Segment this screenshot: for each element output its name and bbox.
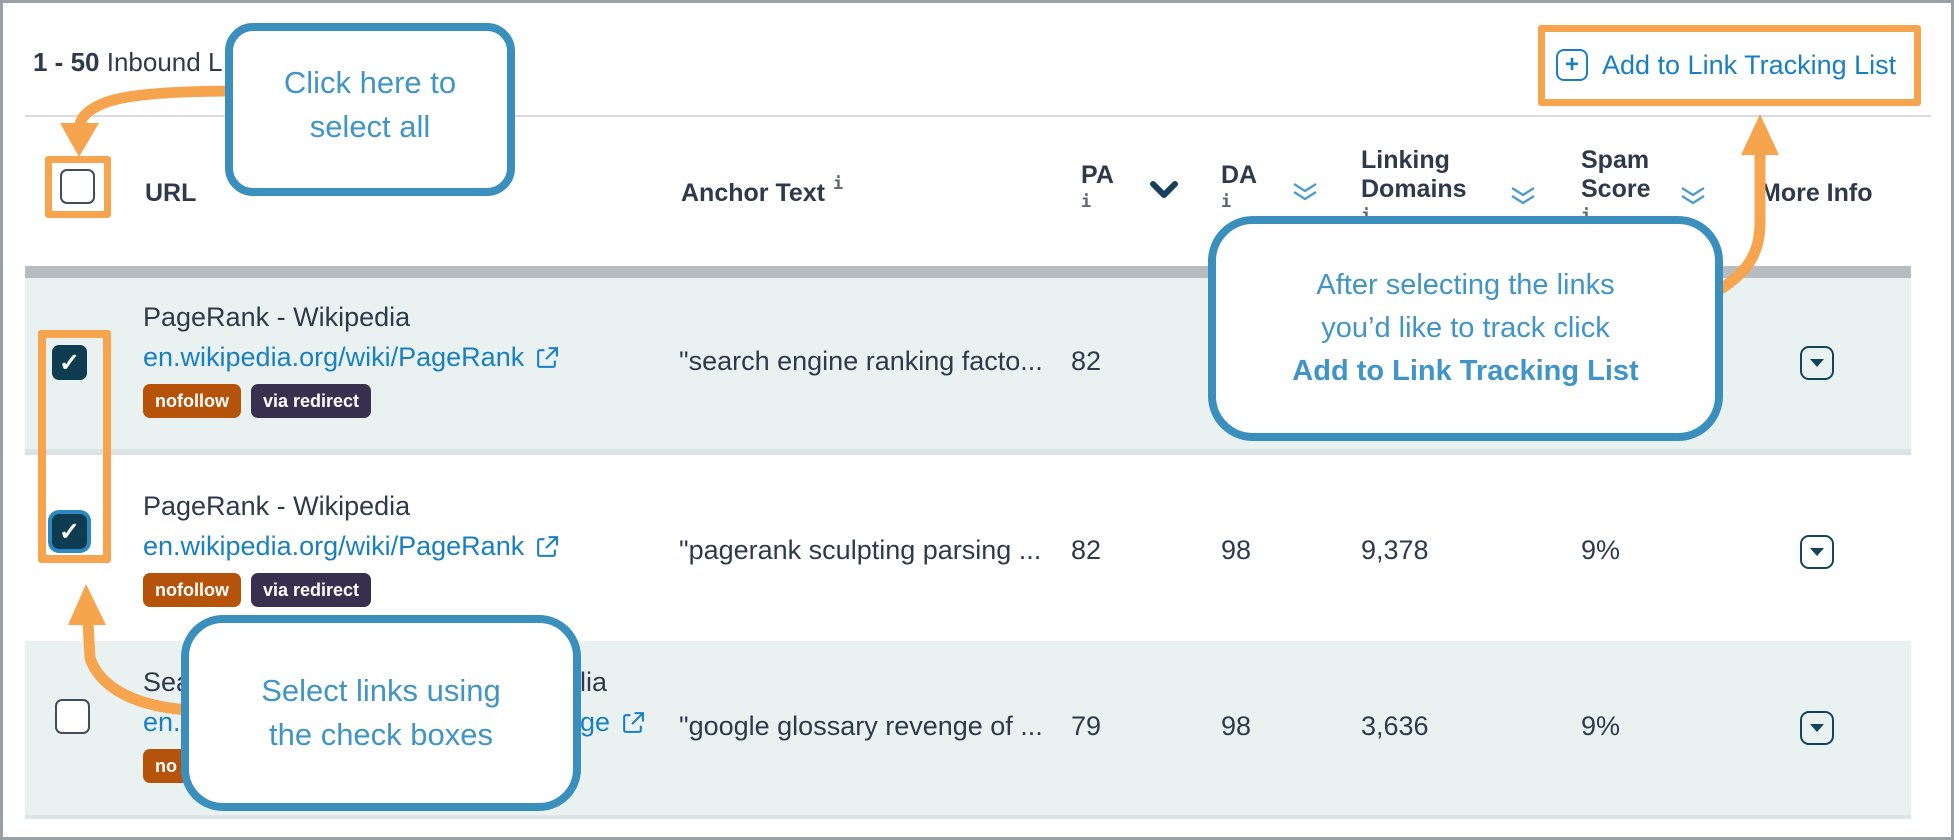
select-all-checkbox[interactable] bbox=[60, 169, 95, 204]
sort-double-chevron-icon[interactable] bbox=[1679, 185, 1707, 207]
anchor-text: "google glossary revenge of ... bbox=[679, 711, 1043, 741]
da-value: 98 bbox=[1221, 535, 1252, 565]
column-header-da[interactable]: DA i bbox=[1221, 161, 1258, 212]
row-divider bbox=[25, 815, 1911, 819]
link-title: PageRank - Wikipedia bbox=[143, 302, 411, 332]
column-header-linking-domains[interactable]: Linking Domains i bbox=[1361, 146, 1467, 226]
da-value: 98 bbox=[1221, 711, 1252, 741]
results-count: 1 - 50 Inbound L bbox=[33, 47, 222, 78]
sort-desc-active-icon[interactable] bbox=[1149, 179, 1179, 201]
caret-down-icon bbox=[1810, 359, 1824, 367]
badges: nofollow via redirect bbox=[143, 384, 372, 418]
callout-select-links: Select links using the check boxes bbox=[181, 615, 581, 811]
plus-icon: + bbox=[1556, 49, 1588, 81]
column-header-more-info: More Info bbox=[1760, 179, 1873, 207]
arrowhead-down bbox=[60, 123, 99, 157]
add-button-label: Add to Link Tracking List bbox=[1602, 49, 1897, 80]
column-header-url: URL bbox=[145, 179, 197, 207]
row-divider bbox=[25, 449, 1911, 455]
callout-add-tracking: After selecting the links you’d like to … bbox=[1208, 216, 1723, 441]
external-link-icon bbox=[537, 347, 559, 368]
more-info-button[interactable] bbox=[1800, 711, 1834, 745]
pa-value: 82 bbox=[1071, 346, 1102, 376]
check-icon: ✓ bbox=[59, 348, 80, 377]
via-redirect-badge: via redirect bbox=[250, 573, 372, 607]
table-row bbox=[25, 455, 1911, 641]
link-title: PageRank - Wikipedia bbox=[143, 491, 411, 521]
more-info-button[interactable] bbox=[1800, 346, 1834, 380]
add-to-link-tracking-list-button[interactable]: + Add to Link Tracking List bbox=[1556, 49, 1896, 81]
more-info-button[interactable] bbox=[1800, 535, 1834, 569]
check-icon: ✓ bbox=[59, 517, 80, 546]
info-icon[interactable]: i bbox=[833, 174, 844, 194]
results-range: 1 - 50 bbox=[33, 47, 100, 77]
badges: nofollow via redirect bbox=[143, 573, 372, 607]
external-link-icon bbox=[623, 712, 645, 733]
pa-value: 79 bbox=[1071, 711, 1102, 741]
results-label-fragment: Inbound L bbox=[106, 47, 223, 77]
via-redirect-badge: via redirect bbox=[250, 384, 372, 418]
row-checkbox[interactable]: ✓ bbox=[52, 514, 87, 549]
info-icon[interactable]: i bbox=[1221, 192, 1232, 212]
external-link-icon bbox=[537, 536, 559, 557]
spam-score-value: 9% bbox=[1581, 535, 1621, 565]
sort-double-chevron-icon[interactable] bbox=[1291, 181, 1319, 203]
link-url[interactable]: en.wikipedia.org/wiki/PageRank bbox=[143, 531, 559, 562]
caret-down-icon bbox=[1810, 724, 1824, 732]
column-header-spam-score[interactable]: Spam Score i bbox=[1581, 146, 1650, 226]
link-title-fragment-right: lia bbox=[580, 667, 608, 697]
arrowhead-up bbox=[1741, 114, 1779, 155]
row-checkbox[interactable] bbox=[55, 699, 90, 734]
spam-score-value: 9% bbox=[1581, 711, 1621, 741]
row-checkbox[interactable]: ✓ bbox=[52, 345, 87, 380]
top-divider bbox=[25, 115, 1931, 117]
column-header-anchor-text: Anchor Text i bbox=[681, 174, 844, 207]
callout-select-all: Click here to select all bbox=[225, 23, 515, 196]
caret-down-icon bbox=[1810, 548, 1824, 556]
link-url-fragment-left[interactable]: en. bbox=[143, 707, 181, 737]
nofollow-badge: nofollow bbox=[143, 573, 241, 607]
anchor-text: "pagerank sculpting parsing ... bbox=[679, 535, 1042, 565]
nofollow-badge: nofollow bbox=[143, 384, 241, 418]
anchor-text: "search engine ranking facto... bbox=[679, 346, 1043, 376]
info-icon[interactable]: i bbox=[1081, 192, 1092, 212]
link-url-fragment-right[interactable]: ge bbox=[580, 707, 645, 738]
column-header-pa[interactable]: PA i bbox=[1081, 161, 1114, 212]
linking-domains-value: 3,636 bbox=[1361, 711, 1429, 741]
link-url[interactable]: en.wikipedia.org/wiki/PageRank bbox=[143, 342, 559, 373]
linking-domains-value: 9,378 bbox=[1361, 535, 1429, 565]
pa-value: 82 bbox=[1071, 535, 1102, 565]
sort-double-chevron-icon[interactable] bbox=[1509, 185, 1537, 207]
